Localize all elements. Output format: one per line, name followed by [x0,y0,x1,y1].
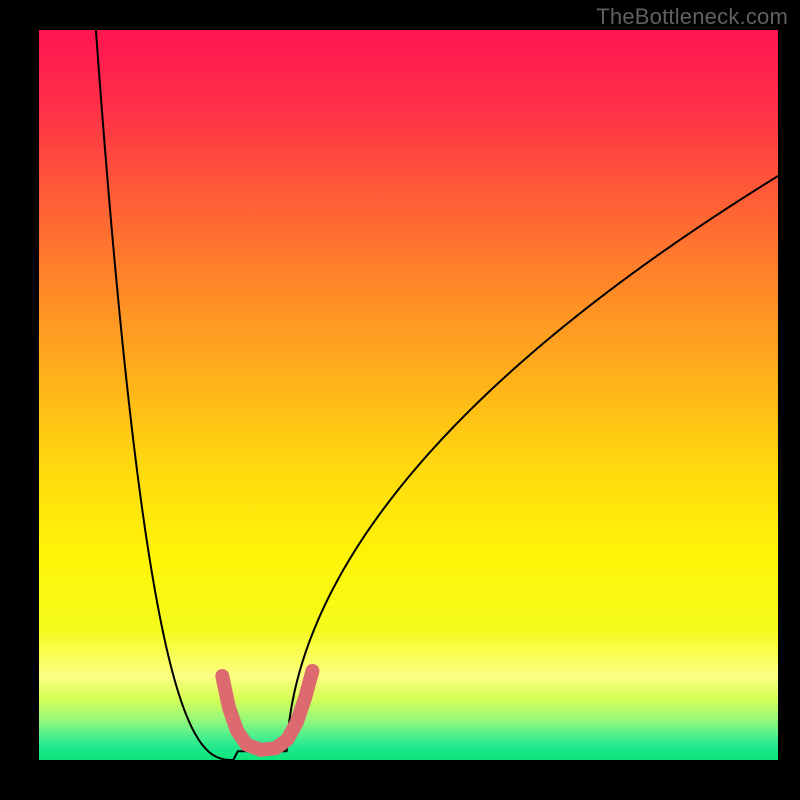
watermark-text: TheBottleneck.com [596,4,788,30]
chart-container: TheBottleneck.com [0,0,800,800]
plot-background [39,30,778,760]
bottleneck-chart [0,0,800,800]
